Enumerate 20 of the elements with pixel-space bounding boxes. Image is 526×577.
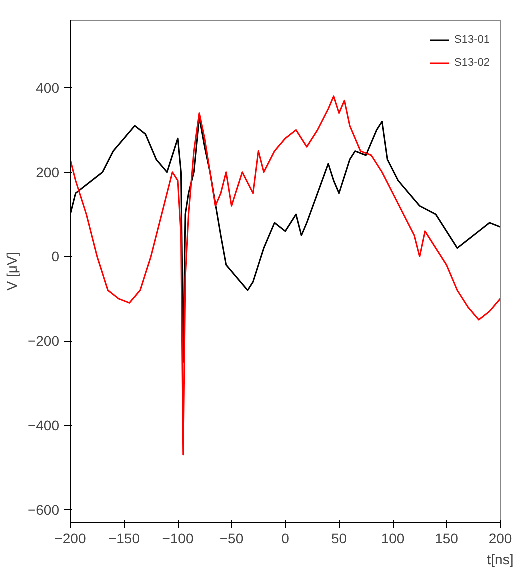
y-tick-label: 400 xyxy=(36,80,60,96)
x-tick-label: 0 xyxy=(282,530,290,546)
x-tick-label: 150 xyxy=(435,530,459,546)
legend-label: S13-02 xyxy=(454,57,490,69)
y-axis-title: V [μV] xyxy=(4,252,20,291)
x-tick-label: 100 xyxy=(381,530,405,546)
x-tick-label: −200 xyxy=(54,530,86,546)
line-series xyxy=(70,96,500,456)
y-tick-label: 0 xyxy=(52,248,60,265)
x-tick-label: 200 xyxy=(488,530,512,546)
y-tick-label: −400 xyxy=(28,417,60,434)
x-tick-label: 50 xyxy=(331,530,348,546)
legend-label: S13-01 xyxy=(454,34,490,46)
y-tick-label: 200 xyxy=(36,164,60,180)
y-tick-label: −600 xyxy=(28,502,60,518)
x-axis-title: t[ns] xyxy=(487,552,514,568)
x-tick-label: −100 xyxy=(162,530,194,546)
x-tick-label: −50 xyxy=(220,530,244,546)
y-tick-label: −200 xyxy=(28,333,60,350)
x-tick-label: −150 xyxy=(108,530,140,546)
